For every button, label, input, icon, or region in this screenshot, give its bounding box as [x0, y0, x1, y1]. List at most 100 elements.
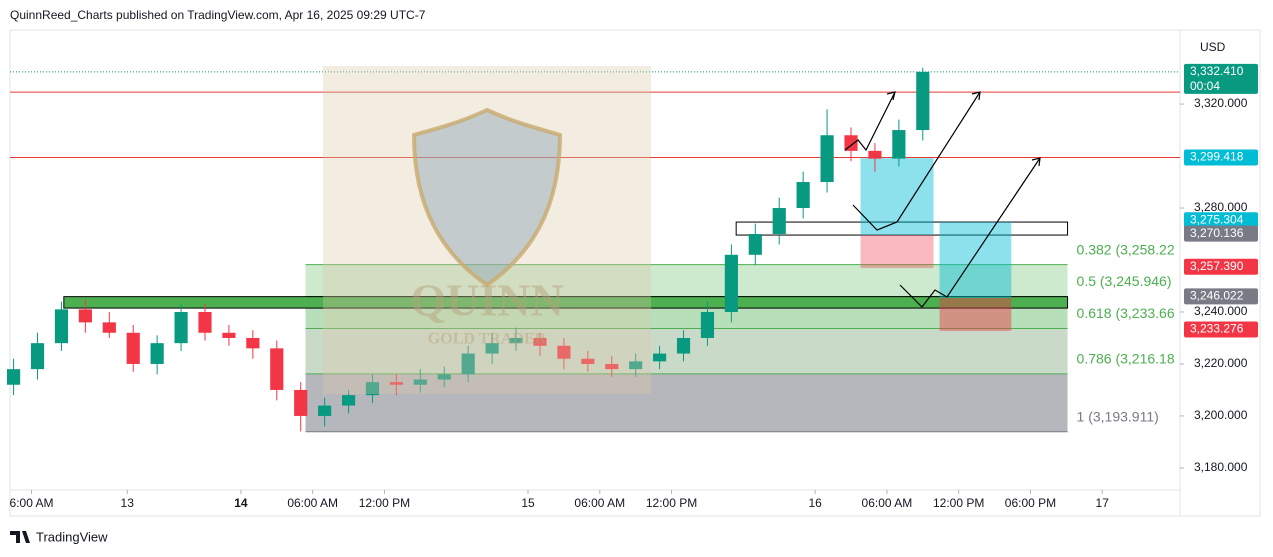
candle-body — [916, 71, 930, 131]
x-tick-label: 06:00 PM — [1005, 496, 1056, 510]
watermark-bg — [323, 66, 651, 394]
x-tick-label: 17 — [1096, 496, 1110, 510]
candle-body — [437, 374, 451, 380]
arrow-head — [886, 91, 896, 101]
price-tag-label: 3,257.390 — [1190, 259, 1244, 273]
candle-body — [676, 337, 691, 354]
candle-body — [605, 363, 619, 370]
price-tag — [1184, 288, 1258, 305]
x-tick-label: 12:00 PM — [359, 496, 410, 510]
arrow-head — [971, 91, 981, 101]
watermark: QUINN GOLD TRADER — [323, 66, 651, 394]
candle-body — [174, 311, 188, 344]
currency: USD — [1200, 40, 1226, 54]
candle-body — [389, 382, 403, 385]
price-tag — [1184, 258, 1258, 275]
candle-body — [294, 389, 308, 416]
arrow-head — [1031, 157, 1041, 167]
candle-body — [700, 311, 715, 338]
candle-body — [7, 369, 21, 385]
candle-body — [772, 208, 786, 235]
candle-body — [868, 150, 882, 159]
y-tick-label: 3,240.000 — [1194, 304, 1248, 318]
x-tick-label: 06:00 AM — [287, 496, 338, 510]
price-tag — [1184, 225, 1258, 242]
frame — [9, 29, 1261, 517]
price-tag-label: 3,275.304 — [1190, 212, 1244, 226]
fib-zone — [305, 373, 1068, 432]
candle-body — [365, 382, 380, 396]
x-tick-label: 13 — [121, 496, 135, 510]
candle-body — [413, 379, 427, 385]
candle-body — [653, 353, 667, 362]
candle-body — [509, 337, 523, 344]
candle-body — [318, 405, 332, 416]
price-tag — [1184, 149, 1258, 166]
candle-body — [30, 343, 45, 370]
candle-body — [126, 332, 140, 364]
y-tick-label: 3,320.000 — [1194, 96, 1248, 110]
price-tag-label: 3,233.276 — [1190, 322, 1244, 336]
arrow — [852, 91, 981, 231]
footer: TradingView — [36, 529, 108, 544]
x-tick-label: 12:00 PM — [646, 496, 697, 510]
candle-body — [724, 254, 738, 312]
zone — [939, 222, 1012, 298]
fib-label: 0.5 (3,245.946) — [1077, 273, 1172, 289]
fib-label: 0.382 (3,258.22 — [1077, 241, 1175, 257]
y-tick-label: 3,180.000 — [1194, 460, 1248, 474]
header: QuinnReed_Charts published on TradingVie… — [10, 8, 426, 22]
candle-body — [246, 337, 260, 349]
fib-label: 1 (3,193.911) — [1077, 408, 1159, 424]
y-tick-label: 3,280.000 — [1194, 200, 1248, 214]
price-tag-sub: 00:04 — [1190, 79, 1220, 93]
price-tag — [1184, 321, 1258, 338]
candle-body — [533, 337, 547, 346]
arrow — [844, 91, 896, 152]
candle-body — [150, 343, 164, 364]
x-tick-label: 6:00 AM — [10, 496, 54, 510]
x-tick-label: 06:00 AM — [574, 496, 625, 510]
price-tag-label: 3,246.022 — [1190, 288, 1244, 302]
tv-icon — [10, 531, 30, 543]
candle-body — [844, 135, 858, 151]
fib-zone — [305, 264, 1068, 297]
price-tag-label: 3,299.418 — [1190, 150, 1244, 164]
arrow — [899, 157, 1041, 308]
candle-body — [461, 353, 475, 375]
candle-body — [222, 332, 236, 338]
candle-body — [102, 322, 116, 333]
zone — [63, 296, 1069, 309]
x-tick-label: 16 — [808, 496, 822, 510]
x-tick-label: 12:00 PM — [933, 496, 984, 510]
watermark-text: QUINN — [410, 275, 563, 326]
y-tick-label: 3,200.000 — [1194, 408, 1248, 422]
candle-body — [820, 135, 834, 183]
candle-body — [270, 348, 284, 390]
zone — [860, 235, 934, 269]
candle-body — [78, 309, 92, 323]
candle-body — [198, 311, 212, 333]
watermark-shield — [411, 107, 563, 288]
candle-body — [557, 345, 571, 359]
x-tick-label: 15 — [521, 496, 535, 510]
price-tag — [1184, 63, 1258, 94]
candle-body — [748, 234, 762, 255]
candle-body — [892, 130, 906, 159]
fib-label: 0.618 (3,233.66 — [1077, 305, 1175, 321]
drawings — [844, 91, 1041, 308]
candle-body — [629, 361, 643, 370]
price-tag-label: 3,332.410 — [1190, 64, 1244, 78]
zone — [735, 221, 1069, 236]
zone — [939, 297, 1012, 331]
x-tick-label: 06:00 AM — [862, 496, 913, 510]
candle-body — [796, 182, 810, 209]
candle-body — [341, 395, 356, 406]
candle-body — [581, 358, 595, 364]
watermark-text: GOLD TRADER — [428, 331, 547, 348]
x-tick-label: 14 — [234, 496, 248, 510]
price-tag-label: 3,270.136 — [1190, 226, 1244, 240]
price-tag — [1184, 212, 1258, 229]
tv-logo — [10, 531, 30, 543]
